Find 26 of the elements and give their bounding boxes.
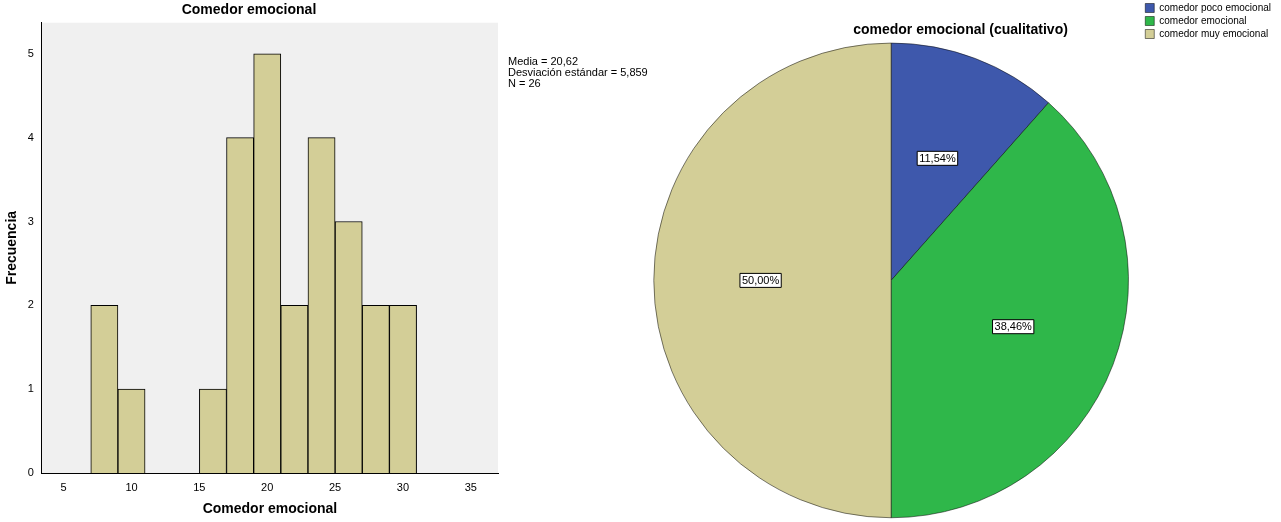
y-tick-label: 5 [27,46,34,59]
x-axis-title: Comedor emocional [202,500,338,517]
text: N = 26 [508,77,542,89]
chart-title: Comedor emocional [181,1,317,18]
x-tick-label: 20 [261,480,274,493]
y-tick-label: 3 [27,214,34,227]
text: Media = 20,62 [508,55,580,67]
data-label: 38,46% [994,320,1033,333]
x-tick-label: 25 [328,480,342,493]
text: Desviación estándar = 5,859 [508,66,648,78]
x-tick-label: 30 [396,480,410,493]
legend-label: comedor emocional [1159,14,1247,26]
legend-label: comedor muy emocional [1159,27,1269,39]
y-tick-label: 0 [27,466,34,479]
y-tick-label: 4 [27,130,34,143]
y-tick-label: 1 [27,382,34,395]
legend-label: comedor poco emocional [1159,1,1272,13]
y-axis-title: Frecuencia [3,210,20,285]
x-tick-label: 10 [125,480,138,493]
x-tick-label: 35 [464,480,477,493]
x-tick-label: 15 [193,480,206,493]
data-label: 11,54% [919,151,956,164]
y-tick-label: 2 [27,298,34,311]
x-tick-label: 5 [60,480,67,493]
data-label: 50,00% [741,273,780,286]
text: comedor emocional (cualitativo) [853,21,1068,38]
